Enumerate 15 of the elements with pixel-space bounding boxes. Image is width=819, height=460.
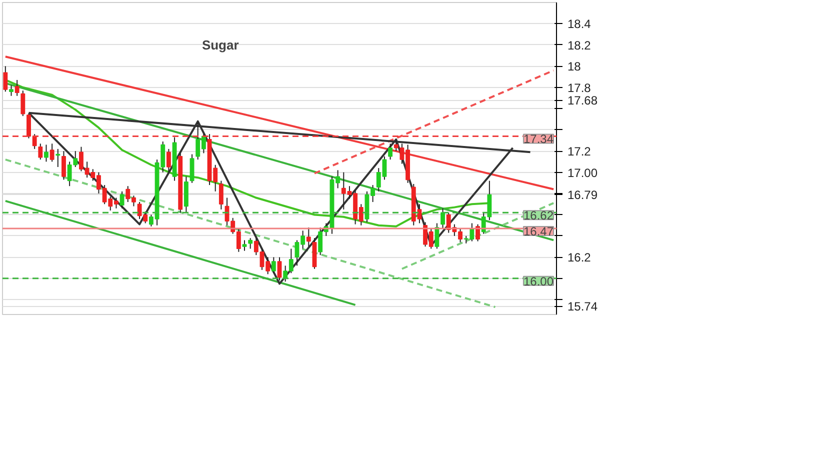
y-tick-label: 15.74 — [568, 300, 598, 314]
y-tick-label: 17.68 — [568, 94, 598, 108]
ref-line-label: 17.34 — [523, 132, 554, 146]
text: Sugar — [202, 38, 239, 52]
y-tick-label: 18.4 — [568, 17, 592, 32]
ref-line-label: 16.00 — [523, 274, 554, 288]
y-tick-label: 18.2 — [568, 38, 592, 52]
y-tick-label: 16.2 — [568, 250, 592, 265]
y-tick-label: 16.79 — [568, 188, 598, 202]
y-tick-label: 17.2 — [568, 144, 592, 159]
ref-line-label: 16.62 — [523, 208, 554, 223]
y-tick-label: 17.8 — [568, 80, 592, 95]
y-tick-label: 17.00 — [568, 166, 598, 180]
ref-line-label: 16.47 — [523, 224, 554, 239]
y-tick-label: 18 — [568, 60, 582, 74]
